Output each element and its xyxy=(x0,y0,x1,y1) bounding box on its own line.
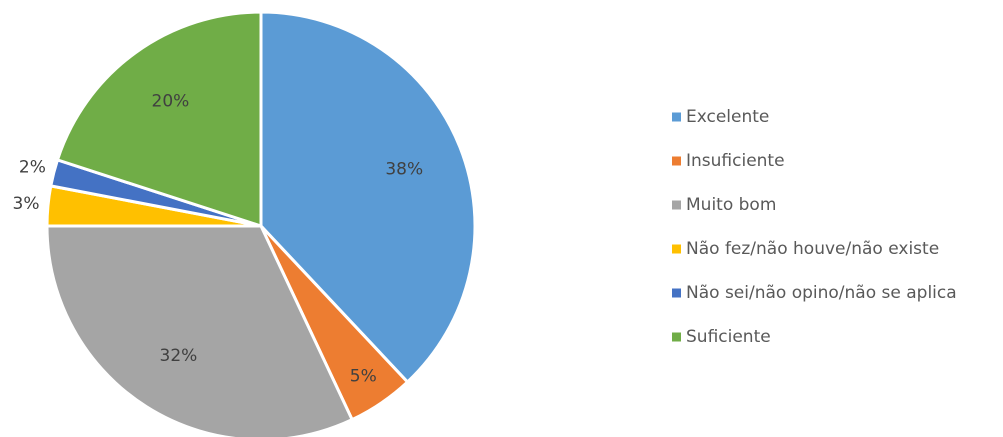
data-label: 20% xyxy=(152,91,190,111)
legend-label: Insuficiente xyxy=(686,151,785,171)
data-label: 38% xyxy=(385,159,423,179)
legend-label: Muito bom xyxy=(686,195,776,215)
legend-swatch xyxy=(672,112,681,122)
legend-swatch xyxy=(672,200,681,210)
legend-swatch xyxy=(672,332,681,342)
data-label: 5% xyxy=(350,366,377,386)
legend-label: Não sei/não opino/não se aplica xyxy=(686,283,957,303)
pie-slice xyxy=(55,10,263,229)
legend-label: Não fez/não houve/não existe xyxy=(686,239,939,259)
legend-label: Suficiente xyxy=(686,327,771,347)
data-label: 3% xyxy=(13,194,40,214)
legend-swatch xyxy=(672,288,681,298)
legend-label: Excelente xyxy=(686,107,769,127)
pie-slice xyxy=(259,10,477,385)
data-label: 2% xyxy=(19,157,46,177)
legend-swatch xyxy=(672,244,681,254)
data-label: 32% xyxy=(160,346,198,366)
legend-swatch xyxy=(672,156,681,166)
